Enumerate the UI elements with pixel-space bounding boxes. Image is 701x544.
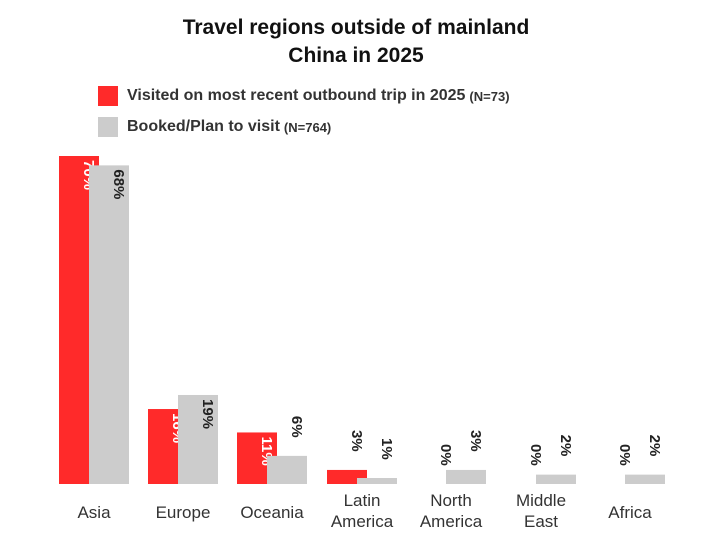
category-label-oceania: Oceania <box>240 503 304 522</box>
chart-title: Travel regions outside of mainland China… <box>0 14 701 70</box>
bar-booked-north-america <box>446 469 486 484</box>
value-label-booked-latin-america: 1% <box>378 438 395 460</box>
legend-swatch-booked <box>98 117 118 137</box>
bar-booked-latin-america <box>357 478 397 484</box>
value-label-booked-africa: 2% <box>646 435 663 457</box>
bar-booked-middle-east <box>536 474 576 484</box>
legend-n-booked: (N=764) <box>283 119 332 135</box>
bar-booked-africa <box>625 474 665 484</box>
value-label-visited-africa: 0% <box>616 444 633 466</box>
category-label-north-america: North America <box>420 491 483 531</box>
legend-n-visited: (N=73) <box>469 88 510 104</box>
bar-booked-europe <box>178 394 218 484</box>
category-label-africa: Africa <box>608 503 652 522</box>
chart-title-line-2: China in 2025 <box>288 44 424 67</box>
value-label-booked-europe: 19% <box>199 399 216 429</box>
legend-item-booked: Booked/Plan to visit (N=764) <box>98 117 331 137</box>
value-label-visited-latin-america: 3% <box>348 430 365 452</box>
category-label-middle-east: Middle East <box>516 491 566 531</box>
category-label-asia: Asia <box>77 503 111 522</box>
category-label-latin-america: Latin America <box>331 491 394 531</box>
value-label-booked-middle-east: 2% <box>557 435 574 457</box>
value-label-booked-north-america: 3% <box>467 430 484 452</box>
value-label-booked-asia: 68% <box>110 169 127 199</box>
chart-title-line-1: Travel regions outside of mainland <box>182 16 530 39</box>
legend-label-visited: Visited on most recent outbound trip in … <box>127 87 466 104</box>
legend-swatch-visited <box>98 86 118 106</box>
legend-item-visited: Visited on most recent outbound trip in … <box>98 86 510 106</box>
category-label-europe: Europe <box>156 503 211 522</box>
bar-booked-oceania <box>267 455 307 484</box>
value-label-visited-north-america: 0% <box>437 444 454 466</box>
legend-label-booked: Booked/Plan to visit <box>127 118 280 135</box>
value-label-visited-middle-east: 0% <box>527 444 544 466</box>
bar-booked-asia <box>89 165 129 484</box>
value-label-booked-oceania: 6% <box>288 416 305 438</box>
